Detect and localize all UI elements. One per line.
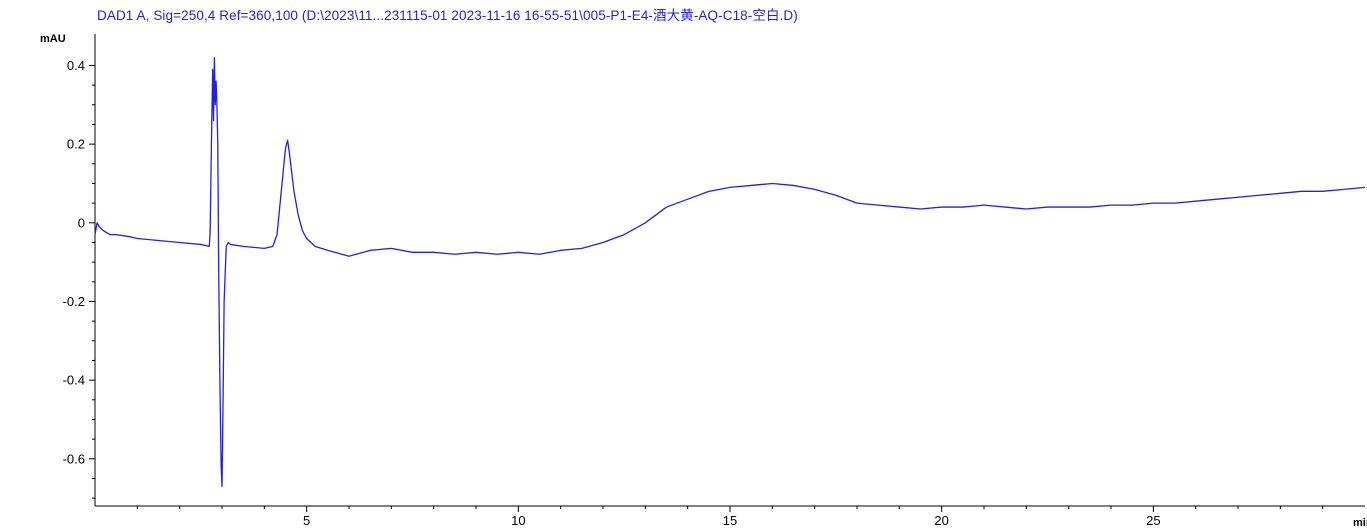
chart-title: DAD1 A, Sig=250,4 Ref=360,100 (D:\2023\1…	[97, 8, 798, 23]
x-tick-label: 5	[303, 513, 310, 528]
y-tick-label: -0.6	[63, 451, 85, 466]
x-tick-label: 25	[1146, 513, 1160, 528]
signal-trace-line	[94, 56, 1366, 487]
y-axis-unit-label: mAU	[40, 33, 66, 45]
signal-trace-group	[94, 56, 1366, 487]
x-axis-unit-label: min	[1353, 517, 1367, 529]
x-tick-label: 20	[934, 513, 948, 528]
y-tick-label: 0.2	[67, 137, 85, 152]
x-tick-label: 10	[511, 513, 525, 528]
y-tick-label: -0.4	[63, 373, 85, 388]
y-tick-label: 0.4	[67, 58, 85, 73]
y-tick-label: 0	[78, 215, 85, 230]
y-tick-label: -0.2	[63, 294, 85, 309]
axes: -0.6 -0.4 -0.2 0 0.2 0.4 5 10 15 20 25 mAU min	[40, 33, 1367, 529]
x-tick-label: 15	[723, 513, 737, 528]
